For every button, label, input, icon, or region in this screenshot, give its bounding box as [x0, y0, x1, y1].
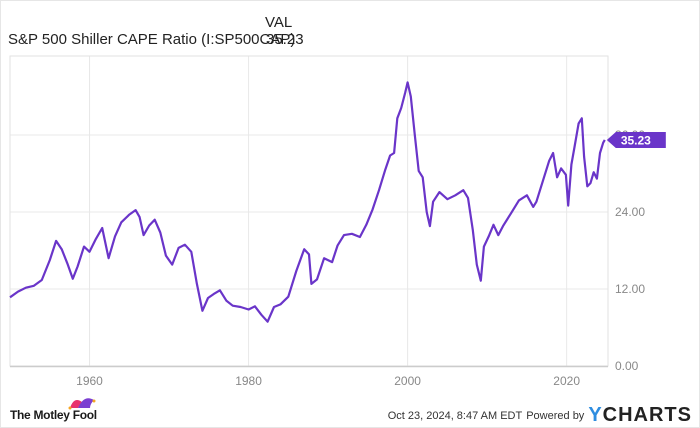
legend-series-name: S&P 500 Shiller CAPE Ratio (I:SP500CAP) — [8, 31, 296, 48]
y-tick-label: 12.00 — [615, 282, 645, 296]
legend-column-header: VAL — [265, 14, 293, 31]
x-tick-label: 1980 — [235, 374, 262, 388]
y-tick-label: 0.00 — [615, 359, 639, 373]
last-value-badge-text: 35.23 — [621, 133, 651, 147]
footer-attribution: Oct 23, 2024, 8:47 AM EDT Powered by YCH… — [388, 404, 692, 427]
last-value-badge: 35.23 — [606, 131, 666, 148]
ycharts-wordmark: CHARTS — [602, 404, 692, 426]
x-tick-label: 1960 — [76, 374, 103, 388]
chart-grid — [10, 56, 608, 366]
x-tick-label: 2020 — [553, 374, 580, 388]
x-tick-label: 2000 — [394, 374, 421, 388]
ycharts-logo: YCHARTS — [588, 404, 692, 427]
cape-ratio-line — [9, 81, 606, 323]
last-value-badge-arrow-icon — [606, 131, 666, 148]
plot-area — [9, 55, 609, 367]
ycharts-y-mark: Y — [588, 404, 603, 426]
timestamp: Oct 23, 2024, 8:47 AM EDT — [387, 409, 523, 422]
powered-by-label: Powered by — [526, 409, 585, 422]
jester-hat-icon — [68, 398, 96, 410]
x-axis-ticks: 1960 1980 2000 2020 — [76, 374, 580, 388]
motley-fool-logo: The Motley Fool — [8, 396, 118, 424]
legend-series-value: 35.23 — [266, 31, 304, 48]
motley-fool-wordmark: The Motley Fool — [10, 408, 97, 422]
y-tick-label: 24.00 — [615, 205, 645, 219]
